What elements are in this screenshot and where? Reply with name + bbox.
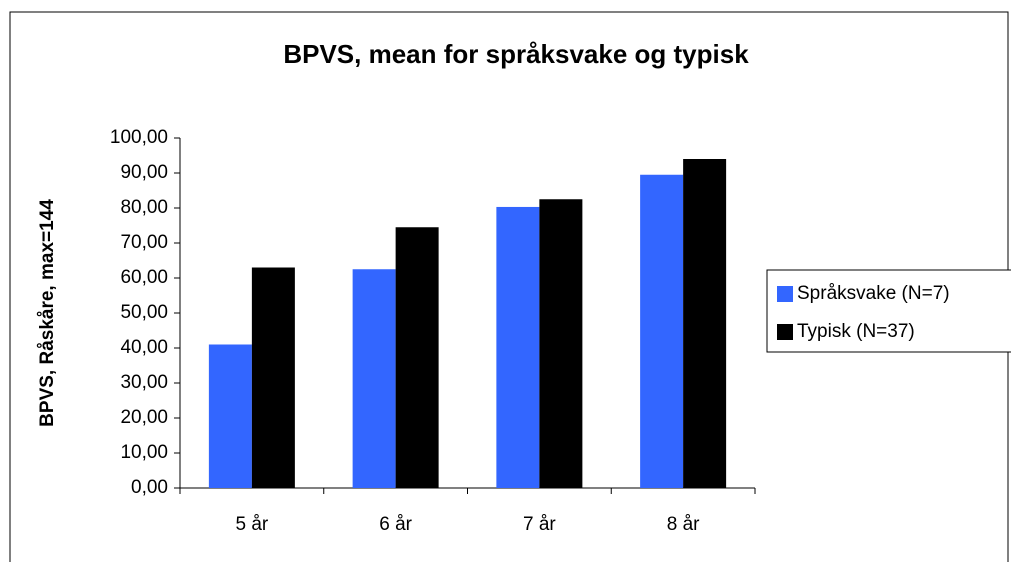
bar xyxy=(352,269,396,488)
bar xyxy=(208,344,252,488)
y-tick-label: 30,00 xyxy=(120,372,168,393)
legend-label: Språksvake (N=7) xyxy=(797,283,950,304)
bar xyxy=(251,267,295,488)
x-tick-label: 8 år xyxy=(667,514,700,535)
y-tick-label: 60,00 xyxy=(120,267,168,288)
x-tick-label: 7 år xyxy=(523,514,556,535)
x-tick-label: 6 år xyxy=(379,514,412,535)
bar xyxy=(640,174,684,488)
legend-swatch xyxy=(777,286,793,302)
y-tick-label: 100,00 xyxy=(110,127,168,148)
y-tick-label: 40,00 xyxy=(120,337,168,358)
legend-label: Typisk (N=37) xyxy=(797,321,915,342)
y-tick-label: 50,00 xyxy=(120,302,168,323)
y-tick-label: 10,00 xyxy=(120,442,168,463)
bar xyxy=(683,159,727,488)
y-tick-label: 70,00 xyxy=(120,232,168,253)
legend-box xyxy=(766,269,1011,353)
x-tick-label: 5 år xyxy=(236,514,269,535)
y-tick-label: 20,00 xyxy=(120,407,168,428)
chart-title: BPVS, mean for språksvake og typisk xyxy=(283,39,749,69)
bar xyxy=(496,206,540,488)
y-tick-label: 80,00 xyxy=(120,197,168,218)
y-axis-label: BPVS, Råskåre, max=144 xyxy=(37,199,58,427)
bar xyxy=(539,199,583,488)
y-tick-label: 0,00 xyxy=(131,477,168,498)
bar xyxy=(395,227,439,488)
y-tick-label: 90,00 xyxy=(120,162,168,183)
legend-swatch xyxy=(777,324,793,340)
